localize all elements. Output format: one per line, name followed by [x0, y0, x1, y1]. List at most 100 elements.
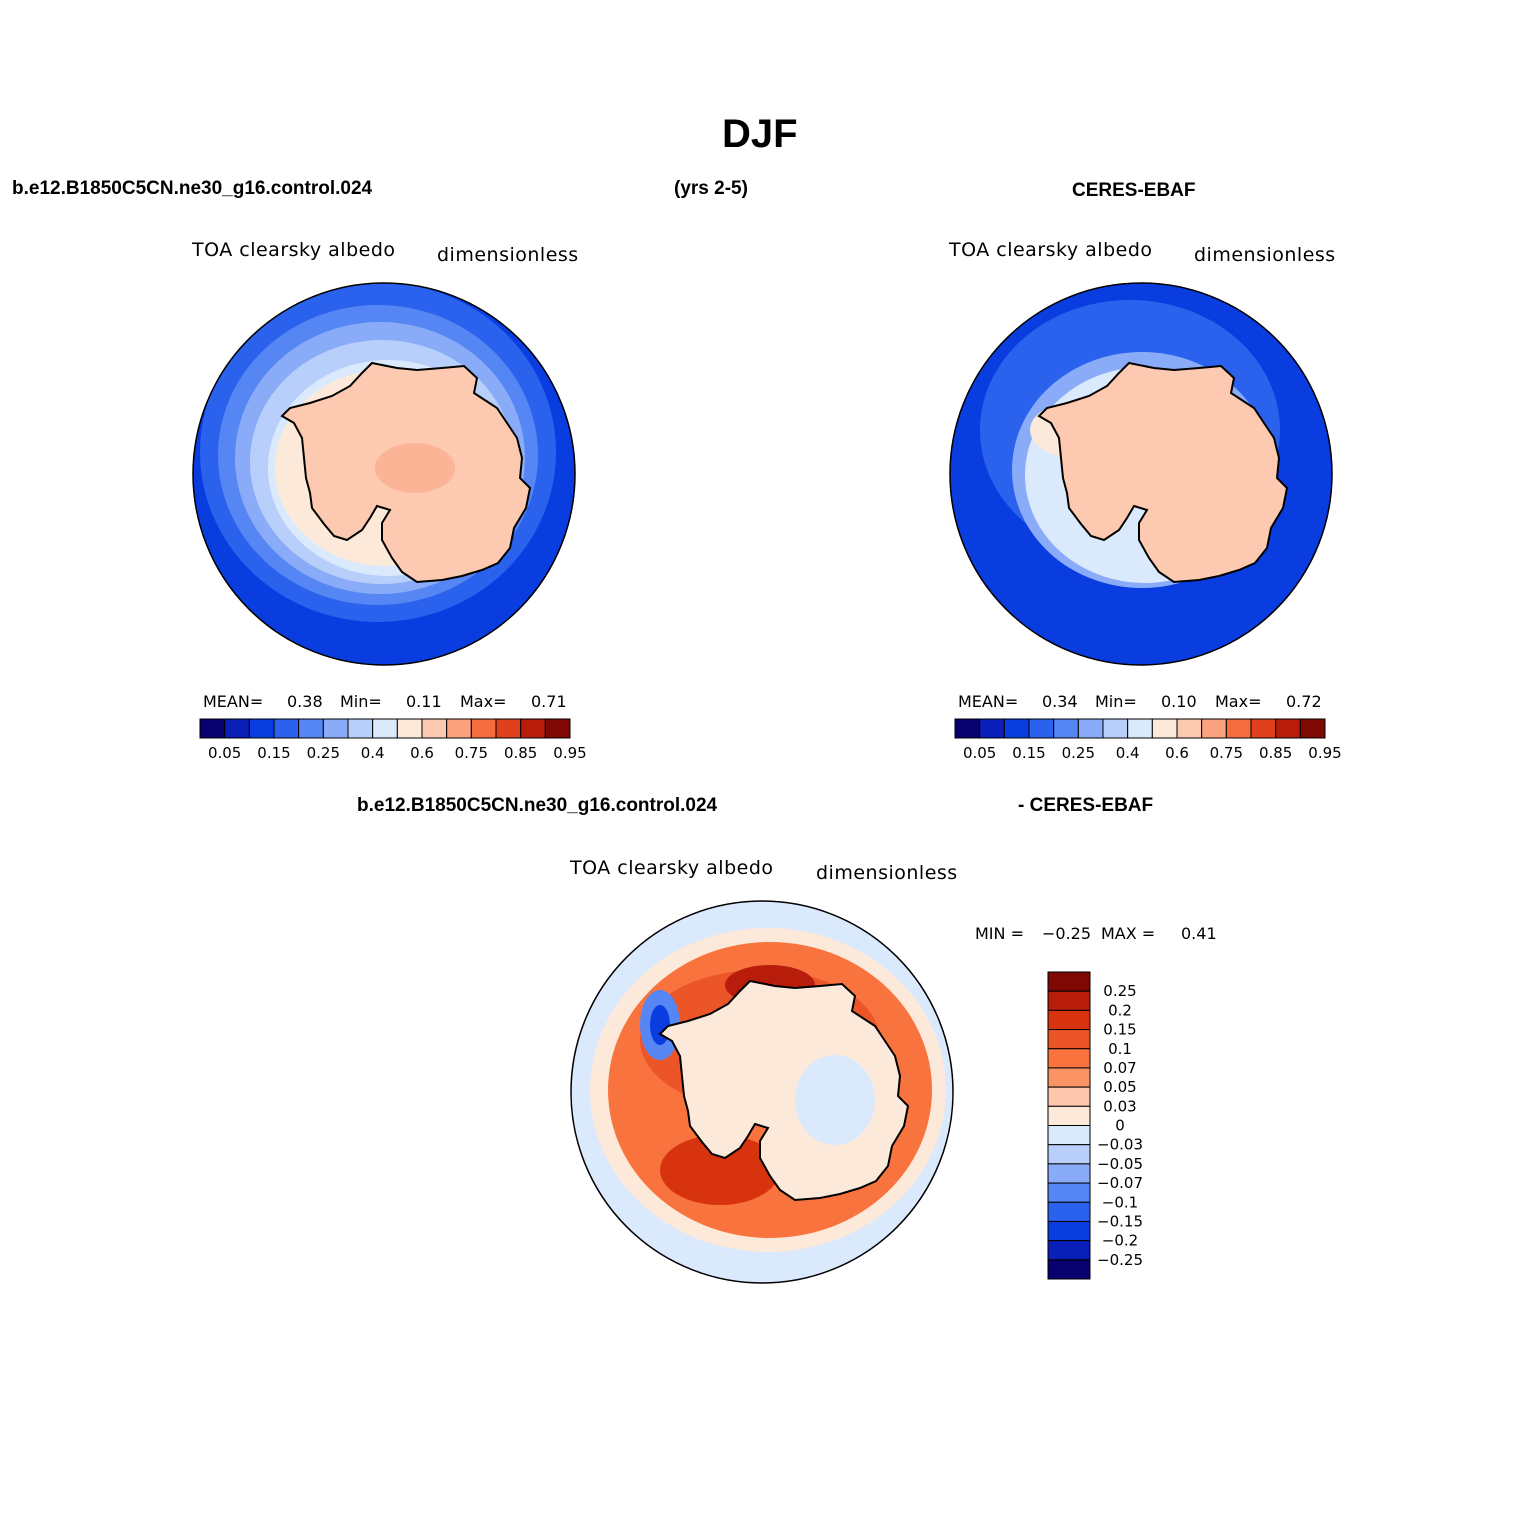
model-min-label: Min= [340, 692, 382, 711]
diff-colorbar-swatch [1047, 1163, 1091, 1184]
model-colorbar-tick-label: 0.15 [257, 744, 290, 762]
obs-mean-value: 0.34 [1042, 692, 1078, 711]
model-colorbar-swatch [544, 718, 571, 739]
diff-colorbar-swatch [1047, 1259, 1091, 1280]
model-colorbar-swatch [421, 718, 448, 739]
obs-colorbar-tick-label: 0.6 [1165, 744, 1189, 762]
model-colorbar-swatch [372, 718, 398, 739]
diff-colorbar-swatch [1047, 1201, 1091, 1222]
model-mean-label: MEAN= [203, 692, 264, 711]
model-colorbar-swatch [199, 718, 226, 739]
diff-colorbar-tick-label: 0.25 [1103, 982, 1136, 1000]
diff-colorbar-tick-label: 0.03 [1103, 1097, 1136, 1115]
obs-colorbar-swatch [1151, 718, 1178, 739]
diff-colorbar-tick-label: 0.2 [1108, 1001, 1132, 1019]
model-colorbar-swatch [322, 718, 349, 739]
diff-colorbar-swatch [1047, 1125, 1091, 1146]
diff-colorbar-swatch [1047, 1086, 1091, 1107]
diff-colorbar-swatch [1047, 1240, 1091, 1261]
diff-colorbar-swatch [1047, 1048, 1091, 1069]
model-colorbar-tick-label: 0.95 [553, 744, 586, 762]
figure-title: DJF [722, 112, 798, 156]
diff-colorbar: 0.250.20.150.10.070.050.030−0.03−0.05−0.… [1047, 971, 1143, 1280]
obs-mean-label: MEAN= [958, 692, 1019, 711]
obs-colorbar-tick-label: 0.4 [1116, 744, 1140, 762]
model-colorbar-swatch [298, 718, 324, 739]
years-label: (yrs 2-5) [674, 178, 748, 199]
diff-min-label: MIN = [975, 924, 1024, 943]
diff-max-value: 0.41 [1181, 924, 1217, 943]
obs-colorbar-tick-label: 0.25 [1062, 744, 1095, 762]
model-colorbar-tick-label: 0.85 [504, 744, 537, 762]
obs-colorbar-swatch [1176, 718, 1203, 739]
diff-colorbar-swatch [1047, 1182, 1091, 1203]
obs-colorbar-swatch [1028, 718, 1055, 739]
obs-colorbar-tick-label: 0.95 [1308, 744, 1341, 762]
obs-colorbar-swatch [1127, 718, 1153, 739]
diff-colorbar-tick-label: −0.05 [1097, 1155, 1143, 1173]
diff-colorbar-swatch [1047, 1144, 1091, 1165]
obs-colorbar-tick-label: 0.15 [1012, 744, 1045, 762]
obs-min-value: 0.10 [1161, 692, 1197, 711]
diff-colorbar-swatch [1047, 971, 1091, 992]
obs-colorbar-swatch [1250, 718, 1277, 739]
diff-obs-name: - CERES-EBAF [1018, 795, 1154, 816]
obs-colorbar-swatch [1003, 718, 1030, 739]
diff-colorbar-tick-label: −0.2 [1102, 1232, 1138, 1250]
diff-colorbar-swatch [1047, 1105, 1091, 1126]
diff-case-name: b.e12.B1850C5CN.ne30_g16.control.024 [357, 795, 718, 816]
diff-variable: TOA clearsky albedo [570, 857, 774, 879]
diff-colorbar-tick-label: −0.07 [1097, 1174, 1143, 1192]
diff-colorbar-swatch [1047, 1220, 1091, 1242]
obs-colorbar: 0.05 0.15 0.25 0.4 0.6 0.75 0.85 0.95 [954, 718, 1342, 762]
model-colorbar-swatch [273, 718, 300, 739]
obs-map [949, 282, 1333, 666]
obs-variable: TOA clearsky albedo [949, 239, 1153, 261]
diff-colorbar-tick-label: −0.1 [1102, 1193, 1138, 1211]
model-min-value: 0.11 [406, 692, 442, 711]
obs-units: dimensionless [1194, 244, 1336, 266]
diff-colorbar-tick-label: 0.05 [1103, 1078, 1136, 1096]
diff-colorbar-swatch [1047, 1067, 1091, 1088]
obs-colorbar-tick-label: 0.85 [1259, 744, 1292, 762]
diff-colorbar-tick-label: 0.15 [1103, 1021, 1136, 1039]
model-mean-value: 0.38 [287, 692, 323, 711]
diff-colorbar-tick-label: 0.07 [1103, 1059, 1136, 1077]
obs-min-label: Min= [1095, 692, 1137, 711]
model-max-value: 0.71 [531, 692, 567, 711]
model-colorbar-swatch [446, 718, 472, 739]
model-colorbar-tick-label: 0.6 [410, 744, 434, 762]
model-colorbar-swatch [224, 718, 250, 739]
diff-min-value: −0.25 [1042, 924, 1092, 943]
model-colorbar-swatch [520, 718, 546, 739]
diff-colorbar-tick-label: 0.1 [1108, 1040, 1132, 1058]
obs-colorbar-swatch [1102, 718, 1129, 739]
model-map [192, 282, 576, 666]
obs-colorbar-swatch [979, 718, 1005, 739]
model-colorbar-swatch [396, 718, 423, 739]
obs-max-label: Max= [1215, 692, 1262, 711]
model-colorbar-tick-label: 0.75 [455, 744, 488, 762]
diff-colorbar-swatch [1047, 1029, 1091, 1050]
obs-colorbar-swatch [1077, 718, 1104, 739]
diff-colorbar-tick-label: −0.03 [1097, 1136, 1143, 1154]
obs-colorbar-tick-label: 0.75 [1210, 744, 1243, 762]
obs-max-value: 0.72 [1286, 692, 1322, 711]
model-colorbar-tick-label: 0.4 [361, 744, 385, 762]
model-colorbar-swatch [248, 718, 275, 739]
model-colorbar: 0.05 0.15 0.25 0.4 0.6 0.75 0.85 0.95 [199, 718, 587, 762]
obs-colorbar-swatch [1053, 718, 1079, 739]
model-variable: TOA clearsky albedo [192, 239, 396, 261]
model-colorbar-tick-label: 0.05 [208, 744, 241, 762]
diff-map [570, 900, 954, 1284]
diff-units: dimensionless [816, 862, 958, 884]
obs-colorbar-swatch [1275, 718, 1301, 739]
model-units: dimensionless [437, 244, 579, 266]
diff-colorbar-tick-label: −0.25 [1097, 1251, 1143, 1269]
obs-colorbar-swatch [1201, 718, 1227, 739]
model-colorbar-swatch [470, 718, 497, 739]
obs-colorbar-tick-label: 0.05 [963, 744, 996, 762]
obs-colorbar-swatch [954, 718, 981, 739]
obs-colorbar-swatch [1299, 718, 1326, 739]
